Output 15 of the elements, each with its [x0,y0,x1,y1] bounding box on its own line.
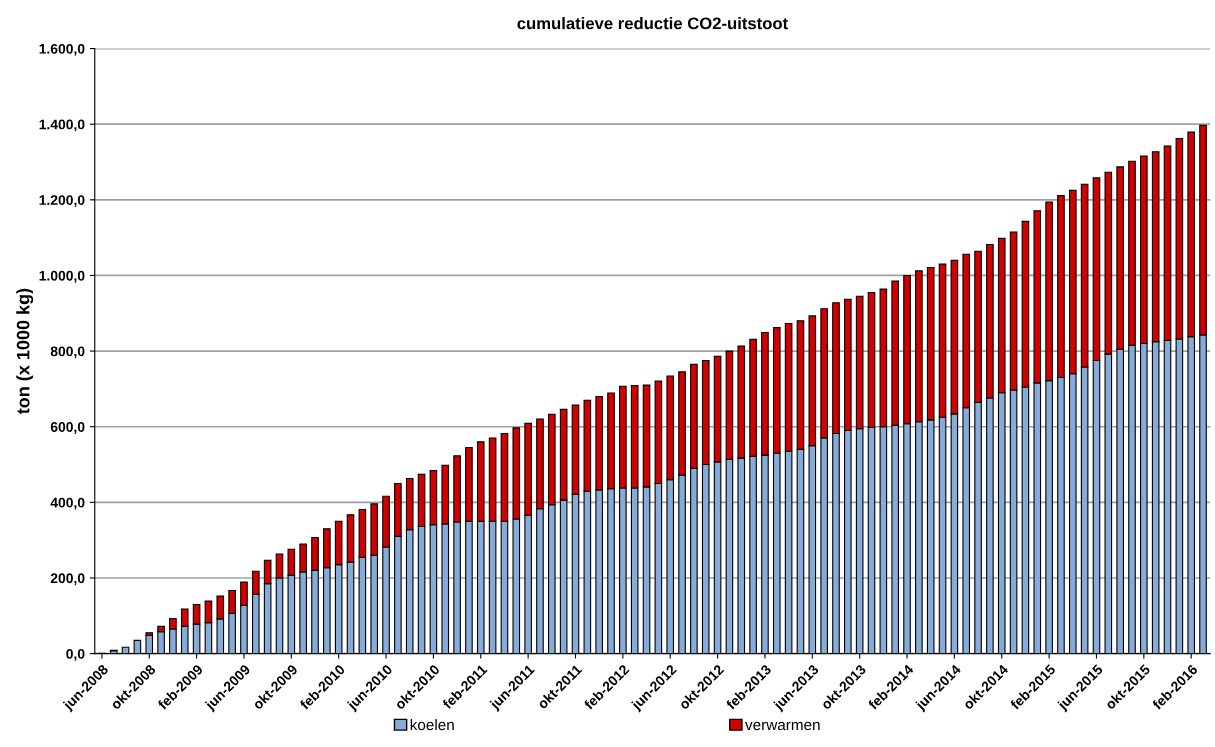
y-tick-label: 1.400,0 [39,119,85,132]
y-tick-label: 200,0 [50,573,85,586]
y-tick-label: 1.000,0 [39,270,85,283]
y-tick-label: 1.200,0 [39,195,85,208]
chart-title: cumulatieve reductie CO2-uitstoot [517,17,788,30]
y-tick-label: 1.600,0 [39,43,85,56]
bar [133,639,142,654]
legend-label: koelen [410,719,454,731]
y-tick-label: 0,0 [66,648,85,661]
bar [145,634,154,654]
y-axis-title: ton (x 1000 kg) [16,288,34,415]
y-tick-label: 400,0 [50,497,85,510]
y-tick-label: 800,0 [50,346,85,359]
y-tick-label: 600,0 [50,422,85,434]
legend-label: verwarmen [745,721,820,731]
